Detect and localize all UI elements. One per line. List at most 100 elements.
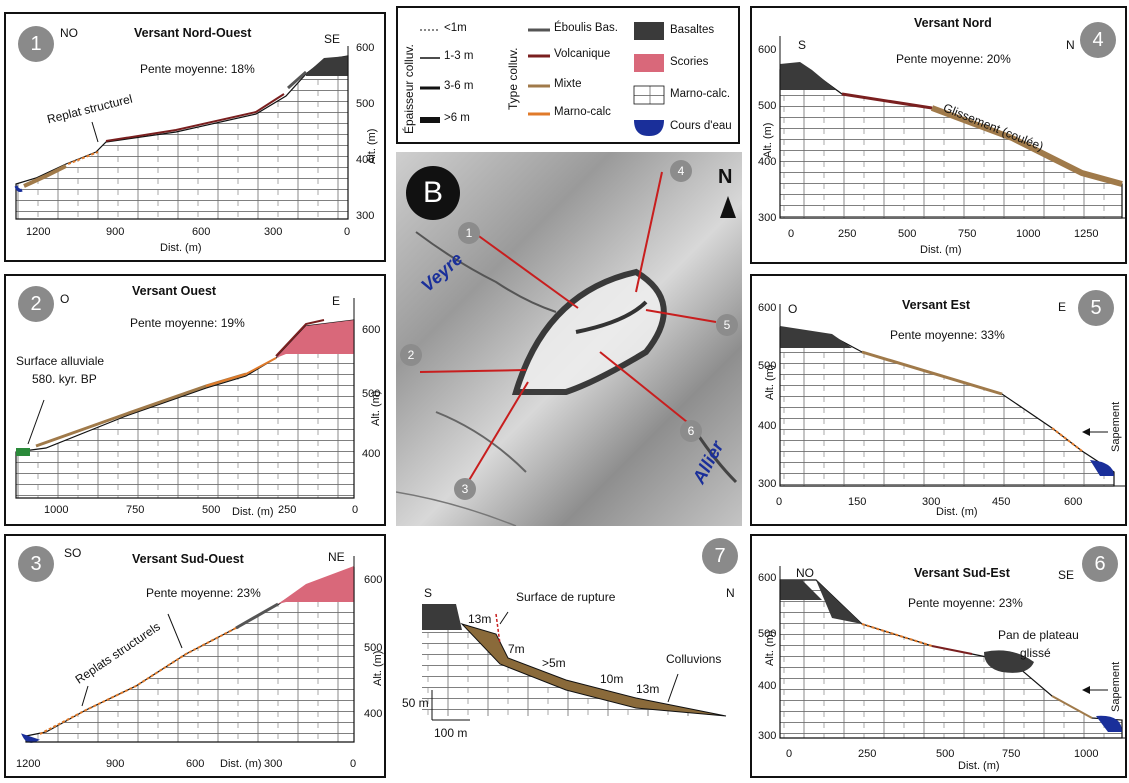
profile-panel-1: 1 NO SE Versant Nord-Ouest Pente moyenne… [4,12,386,262]
slope-label: Pente moyenne: 23% [908,596,1023,610]
y-tick: 600 [758,572,777,584]
y-axis-label: Alt. (m) [764,364,776,400]
x-tick: 900 [106,226,125,238]
y-tick: 300 [758,730,777,742]
orientation-right-label: E [332,294,341,308]
x-tick: 1000 [1016,228,1041,240]
x-tick: 750 [1002,748,1021,760]
y-tick: 500 [362,388,381,400]
x-tick: 500 [202,504,221,516]
x-axis-label: Dist. (m) [936,506,978,518]
profile-panel-3: 3 SO NE Versant Sud-Ouest Pente moyenne:… [4,534,386,778]
map-profile-marker: 6 [680,420,702,442]
x-axis-label: Dist. (m) [958,760,1000,772]
y-tick: 300 [758,212,777,224]
x-tick: 0 [788,228,795,240]
y-tick: 500 [758,628,777,640]
map-profile-marker: 1 [458,222,480,244]
y-axis-label: Alt. (m) [372,650,384,686]
y-tick: 400 [364,708,383,720]
slope-label: Pente moyenne: 20% [896,52,1011,66]
orientation-left-label: NO [796,566,814,580]
profile-title: Versant Nord-Ouest [134,26,252,40]
hillshade-map: B N Veyre Allier 1 2 3 4 5 6 [396,152,742,526]
profile-7-drawing [422,604,727,721]
map-drawing [396,171,738,526]
profile-5-drawing [779,304,1125,487]
profile-3-drawing [21,556,355,743]
panel-number-badge: 4 [1080,22,1116,58]
orientation-left-label: O [788,302,798,316]
legend-thickness-item: <1m [444,22,467,34]
orientation-right-label: NE [328,550,345,564]
x-tick: 600 [192,226,211,238]
x-tick: 300 [922,496,941,508]
profile-title: Versant Sud-Est [914,566,1010,580]
profile-1-drawing [14,46,349,220]
legend-unit-item: Basaltes [670,24,715,36]
y-tick: 500 [364,642,383,654]
x-axis-label: Dist. (m) [920,244,962,256]
x-tick: 0 [344,226,351,238]
profile-title: Versant Ouest [132,284,217,298]
orientation-left-label: SO [64,546,82,560]
legend-thickness-item: >6 m [444,112,470,124]
y-tick: 400 [758,420,777,432]
profile-6-drawing [779,566,1125,739]
profile-2-drawing [15,298,355,499]
profile-panel-5: 5 O E Versant Est Pente moyenne: 33% Sap… [750,274,1127,526]
profile-title: Versant Nord [914,16,992,30]
profile-panel-2: 2 O E Versant Ouest Pente moyenne: 19% S… [4,274,386,526]
legend-panel: Épaisseur colluv. <1m 1-3 m 3-6 m >6 m T… [396,6,740,144]
profile-4-drawing [779,36,1125,219]
slope-label: Pente moyenne: 33% [890,328,1005,342]
x-tick: 600 [1064,496,1083,508]
legend-type-title: Type colluv. [506,47,520,110]
legend-thickness-item: 3-6 m [444,80,474,92]
x-tick: 1000 [44,504,69,516]
legend-unit-item: Scories [670,56,709,68]
legend-swatches [420,22,665,136]
x-tick: 300 [264,226,283,238]
legend-type-item: Mixte [554,78,582,90]
x-tick: 500 [898,228,917,240]
x-axis-label: Dist. (m) [220,758,262,770]
x-tick: 500 [936,748,955,760]
y-tick: 300 [758,478,777,490]
profile-title: Versant Est [902,298,971,312]
y-tick: 400 [356,154,375,166]
panel-number-badge: 6 [1082,546,1118,582]
x-tick: 1000 [1074,748,1099,760]
profile-title: Versant Sud-Ouest [132,552,244,566]
annotation-label: glissé [1020,646,1051,660]
orientation-right-label: N [1066,38,1075,52]
x-tick: 300 [264,758,283,770]
map-badge: B [406,166,460,220]
y-tick: 400 [362,448,381,460]
depth-label: 13m [636,682,660,696]
panel-number-badge: 1 [18,26,54,62]
map-profile-marker: 3 [454,478,476,500]
y-tick: 600 [758,302,777,314]
panel-number-badge: 7 [702,538,738,574]
rupture-label: Surface de rupture [516,590,616,604]
y-tick: 500 [758,100,777,112]
x-tick: 150 [848,496,867,508]
y-tick: 300 [356,210,375,222]
y-tick: 400 [758,680,777,692]
depth-label: 7m [508,642,525,656]
orientation-right-label: N [726,586,735,600]
map-profile-marker: 2 [400,344,422,366]
orientation-right-label: SE [324,32,341,46]
x-tick: 0 [350,758,357,770]
panel-number-badge: 3 [18,546,54,582]
x-tick: 1250 [1074,228,1099,240]
y-tick: 600 [356,42,375,54]
profile-panel-6: 6 NO SE Versant Sud-Est Pente moyenne: 2… [750,534,1127,778]
annotation-label: Pan de plateau [998,628,1079,642]
y-axis-label: Alt. (m) [764,630,776,666]
x-tick: 750 [958,228,977,240]
legend-type-item: Éboulis Bas. [554,22,618,34]
x-tick: 600 [186,758,205,770]
legend-type-item: Volcanique [554,48,611,60]
